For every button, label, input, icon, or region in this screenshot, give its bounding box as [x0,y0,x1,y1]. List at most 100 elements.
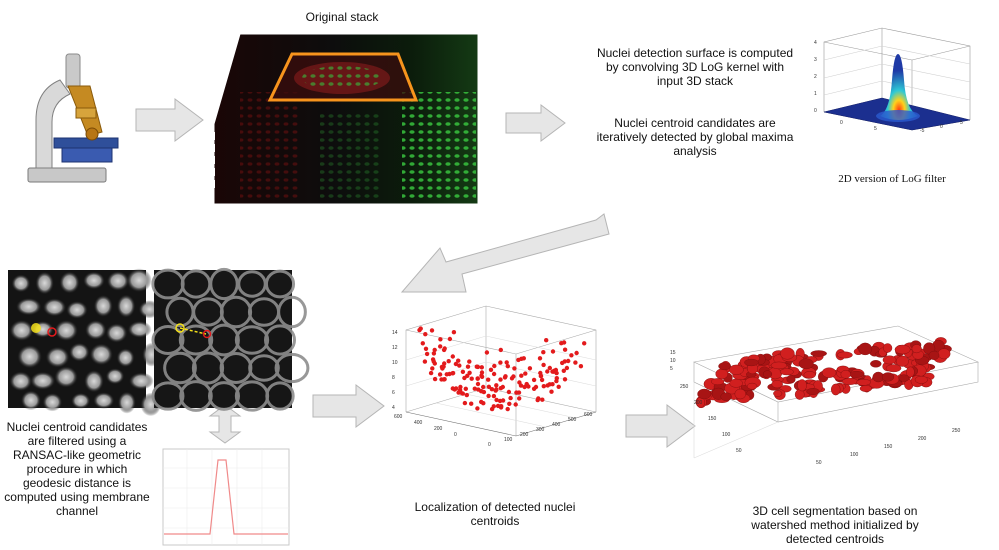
segmented-cell [937,348,951,360]
nucleus-blob [126,268,152,293]
centroid_plot-y-tick: 300 [536,427,545,433]
centroid-point [481,384,486,390]
segmented-cell [720,392,732,401]
centroid_plot-z-tick: 4 [392,405,395,411]
segmented-cell [898,374,910,382]
centroid-point [547,365,552,371]
segmented-cell [894,344,911,355]
centroid-point [514,390,519,395]
centroid-point [512,366,517,371]
centroid-point [488,367,494,372]
centroid_plot-y-tick: 500 [568,417,577,423]
centroid-point [505,364,510,369]
centroid-point [559,341,564,346]
nucleus-blob [106,270,130,291]
nucleus-blob [54,319,79,342]
centroid-point [489,387,495,392]
segmentation-plot: 15 10 5 250 200 150 100 50 50 100 150 200 250 [670,325,979,466]
membrane-cell [265,381,295,411]
segmented-cell [914,375,928,384]
nucleus-blob [116,348,135,368]
membrane-cell [234,325,270,355]
centroid-point [564,365,570,371]
log-filter-plot: 4 3 2 1 0 0 5 -5 0 5 [814,27,971,134]
segmented-cell [797,379,807,392]
centroid-point [481,389,487,395]
centroid-point [456,358,461,363]
segmentation_plot-z-tick: 5 [670,366,673,372]
centroid-point [484,350,490,355]
centroid-point [422,359,428,364]
centroid-point [523,371,528,376]
centroid-point [486,384,492,389]
segmented-cell [718,362,731,371]
centroid-point [492,363,497,369]
centroid-point [486,377,491,382]
membrane-cell [151,381,185,411]
segmentation_plot-x-tick: 200 [694,400,703,406]
centroid-point [527,366,533,371]
centroid_plot-x-tick: 600 [394,414,403,420]
membrane-cell [178,324,214,356]
membrane-channel-image [151,267,310,412]
nucleus-blob [42,392,63,412]
localization-caption: Localization of detected nuclei centroid… [414,500,576,528]
centroid-point [424,351,430,357]
segmented-cell [798,358,814,370]
nuclei-channel-image [8,268,162,417]
centroid-point [475,381,481,387]
segmented-cell [859,385,873,392]
membrane-cell [207,381,241,411]
centroid-point [472,386,477,391]
nucleus-blob [20,390,42,411]
nuclei-surface-caption: Nuclei detection surface is computed by … [596,46,794,88]
segmented-cell [830,383,841,396]
centroid-point [539,377,545,383]
centroid-point [444,372,449,377]
centroid-point [503,374,508,379]
arrow-right-4 [625,404,696,448]
segmented-cell [744,358,759,367]
double-arrow-vertical [208,404,242,444]
centroid-point [423,346,429,351]
segmented-cell [911,344,922,354]
centroid-point [463,386,468,391]
centroid-point [506,389,512,395]
segmented-cell [715,368,729,380]
arrow-diagonal [400,213,610,293]
nucleus-blob [66,300,88,319]
nucleus-blob [45,346,70,368]
nucleus-blob [93,294,113,318]
centroid-point [537,356,543,361]
centroid-point [450,370,456,376]
segmented-cell [770,361,788,370]
nuclei-candidates-caption: Nuclei centroid candidates are iterative… [596,116,794,158]
centroid-point [517,380,522,385]
centroid-point [541,384,546,389]
log-filter-caption: 2D version of LoG filter [838,173,946,185]
centroid-point [475,406,480,411]
centroid-point [420,341,425,346]
segmentation_plot-y-tick: 250 [952,428,961,434]
centroid-point [479,365,484,370]
log_plot-y-tick: 5 [960,120,963,126]
membrane-cell [248,354,280,382]
centroid-point [561,368,566,373]
centroid-point [578,364,584,369]
centroid-point [582,341,587,346]
segmentation_plot-y-tick: 50 [816,460,822,466]
centroid-point [538,373,544,379]
segmentation_plot-y-tick: 100 [850,452,859,458]
membrane-cell [209,267,239,301]
nucleus-blob [105,323,128,343]
centroid-point [438,337,443,342]
centroid-point [491,371,497,377]
centroid-point [498,386,503,391]
nucleus-blob [105,368,125,385]
centroid-point [429,328,435,333]
centroid-point [423,332,428,337]
segmented-cell [780,347,795,360]
centroid-point [450,386,455,391]
membrane-cell [151,325,185,355]
log_plot-x-tick: 5 [874,126,877,132]
